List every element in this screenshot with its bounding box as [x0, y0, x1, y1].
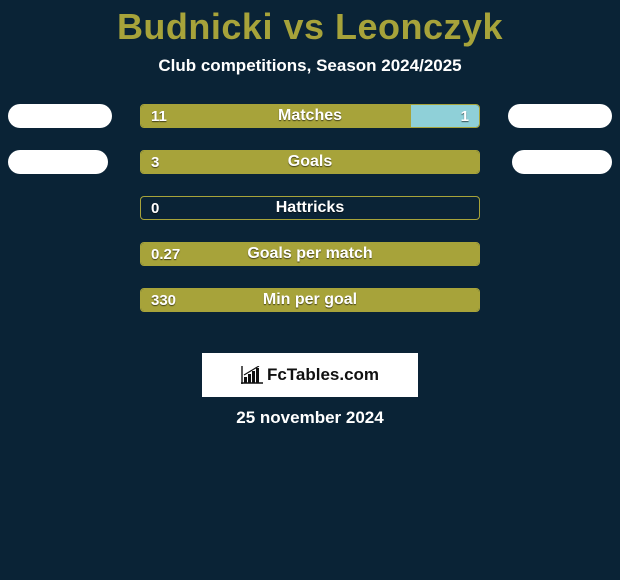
player-left-pill — [8, 150, 108, 174]
stat-bar: Goals per match0.27 — [140, 242, 480, 266]
stat-metric-label: Matches — [141, 105, 479, 127]
stat-bar: Hattricks0 — [140, 196, 480, 220]
page-title: Budnicki vs Leonczyk — [0, 0, 620, 48]
bar-chart-icon — [241, 366, 263, 384]
snapshot-date: 25 november 2024 — [0, 408, 620, 428]
page-subtitle: Club competitions, Season 2024/2025 — [0, 56, 620, 76]
stat-metric-label: Hattricks — [141, 197, 479, 219]
stat-bar: Matches111 — [140, 104, 480, 128]
stat-value-left: 0.27 — [151, 243, 180, 265]
stat-value-left: 330 — [151, 289, 176, 311]
stat-value-left: 11 — [151, 105, 167, 127]
stat-value-right: 1 — [461, 105, 469, 127]
stat-metric-label: Goals — [141, 151, 479, 173]
stat-metric-label: Goals per match — [141, 243, 479, 265]
logo-inner: FcTables.com — [241, 365, 379, 385]
player-right-pill — [512, 150, 612, 174]
stat-bar: Min per goal330 — [140, 288, 480, 312]
stat-row: Goals per match0.27 — [0, 242, 620, 266]
player-left-pill — [8, 104, 112, 128]
stat-row: Goals3 — [0, 150, 620, 174]
stat-row: Min per goal330 — [0, 288, 620, 312]
logo-text: FcTables.com — [267, 365, 379, 385]
stat-row: Matches111 — [0, 104, 620, 128]
stats-section: Matches111Goals3Hattricks0Goals per matc… — [0, 104, 620, 312]
stat-metric-label: Min per goal — [141, 289, 479, 311]
stat-value-left: 0 — [151, 197, 159, 219]
comparison-infographic: Budnicki vs Leonczyk Club competitions, … — [0, 0, 620, 580]
stat-value-left: 3 — [151, 151, 159, 173]
source-logo: FcTables.com — [202, 353, 418, 397]
player-right-pill — [508, 104, 612, 128]
stat-bar: Goals3 — [140, 150, 480, 174]
stat-row: Hattricks0 — [0, 196, 620, 220]
